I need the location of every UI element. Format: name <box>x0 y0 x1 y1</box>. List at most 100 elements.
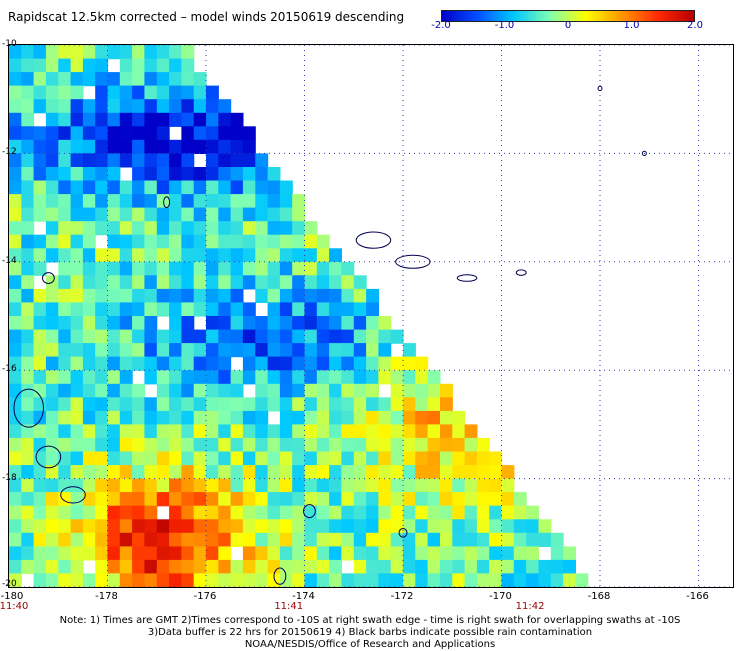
wind-difference-cell <box>70 532 84 547</box>
island-outline <box>456 274 478 282</box>
wind-difference-cell <box>156 559 170 574</box>
wind-difference-cell <box>181 546 195 561</box>
wind-difference-cell <box>390 465 404 480</box>
wind-difference-cell <box>21 343 35 358</box>
wind-difference-cell <box>95 437 109 453</box>
wind-difference-cell <box>144 532 158 547</box>
wind-difference-cell <box>329 288 342 303</box>
wind-difference-cell <box>378 356 392 371</box>
wind-difference-cell <box>230 153 244 168</box>
wind-difference-cell <box>181 167 195 182</box>
wind-difference-cell <box>95 383 109 398</box>
colorbar-tick-label: -1.0 <box>494 20 515 31</box>
wind-difference-cell <box>452 451 466 466</box>
wind-difference-cell <box>45 451 59 466</box>
wind-difference-cell <box>378 505 392 520</box>
wind-difference-cell <box>206 261 219 276</box>
wind-difference-cell <box>378 573 392 588</box>
wind-difference-cell <box>255 573 269 588</box>
wind-difference-cell <box>230 194 244 209</box>
wind-difference-cell <box>403 492 416 507</box>
wind-difference-cell <box>390 329 404 344</box>
wind-difference-cell <box>206 559 219 574</box>
wind-difference-cell <box>144 573 158 588</box>
wind-difference-cell <box>21 505 35 520</box>
wind-difference-cell <box>169 248 182 263</box>
wind-difference-cell <box>181 465 195 480</box>
wind-difference-cell <box>95 410 109 425</box>
colorbar-tick-label: -2.0 <box>431 20 451 31</box>
wind-difference-cell <box>230 329 244 344</box>
wind-difference-cell <box>279 492 293 507</box>
wind-difference-cell <box>181 234 195 249</box>
wind-difference-cell <box>427 397 441 412</box>
wind-difference-cell <box>107 465 121 480</box>
wind-difference-cell <box>279 573 293 588</box>
wind-difference-cell <box>366 383 379 398</box>
wind-difference-cell <box>107 316 121 331</box>
wind-difference-cell <box>95 505 109 520</box>
wind-difference-cell <box>119 410 133 425</box>
wind-difference-cell <box>95 153 109 168</box>
wind-difference-cell <box>181 180 195 195</box>
wind-difference-cell <box>218 261 232 276</box>
wind-difference-cell <box>341 505 355 520</box>
wind-difference-cell <box>206 153 219 168</box>
wind-difference-cell <box>206 302 219 317</box>
wind-difference-cell <box>316 329 330 344</box>
latitude-tick-label: -16 <box>2 364 17 375</box>
wind-difference-cell <box>156 424 170 439</box>
wind-difference-cell <box>403 559 416 574</box>
wind-difference-cell <box>132 99 145 114</box>
wind-difference-cell <box>9 58 22 73</box>
wind-difference-cell <box>366 302 379 317</box>
wind-difference-cell <box>70 288 84 303</box>
wind-difference-cell <box>181 194 195 209</box>
wind-difference-cell <box>33 99 47 114</box>
wind-difference-cell <box>329 424 342 439</box>
wind-difference-cell <box>279 207 293 222</box>
wind-difference-cell <box>156 410 170 425</box>
wind-difference-cell <box>353 397 367 412</box>
wind-difference-cell <box>242 316 256 331</box>
wind-difference-cell <box>304 451 318 466</box>
wind-difference-cell <box>45 99 59 114</box>
wind-difference-cell <box>70 437 84 453</box>
wind-difference-cell <box>107 410 121 425</box>
wind-difference-cell <box>267 465 281 480</box>
wind-difference-cell <box>95 532 109 547</box>
wind-difference-cell <box>33 207 47 222</box>
wind-difference-cell <box>119 45 133 60</box>
wind-difference-cell <box>144 451 158 466</box>
wind-difference-cell <box>329 573 342 588</box>
wind-difference-cell <box>513 492 527 507</box>
wind-difference-cell <box>267 248 281 263</box>
wind-difference-cell <box>107 275 121 290</box>
wind-difference-cell <box>390 559 404 574</box>
wind-difference-cell <box>70 519 84 534</box>
wind-difference-cell <box>513 546 527 561</box>
wind-difference-cell <box>33 180 47 195</box>
wind-difference-cell <box>9 383 22 398</box>
wind-difference-cell <box>242 126 256 141</box>
wind-difference-cell <box>107 383 121 398</box>
wind-difference-cell <box>292 478 306 493</box>
wind-difference-cell <box>341 302 355 317</box>
wind-difference-cell <box>58 180 72 195</box>
wind-difference-cell <box>132 85 145 100</box>
wind-difference-cell <box>181 492 195 507</box>
wind-difference-cell <box>21 356 35 371</box>
wind-difference-cell <box>144 329 158 344</box>
wind-difference-cell <box>21 437 35 453</box>
wind-difference-cell <box>169 316 182 331</box>
wind-difference-cell <box>366 316 379 331</box>
wind-difference-cell <box>464 546 478 561</box>
wind-difference-cell <box>230 234 244 249</box>
wind-difference-cell <box>132 492 145 507</box>
wind-difference-cell <box>292 261 306 276</box>
wind-difference-cell <box>95 559 109 574</box>
wind-difference-cell <box>255 546 269 561</box>
wind-difference-cell <box>501 532 515 547</box>
wind-difference-cell <box>316 275 330 290</box>
wind-difference-cell <box>21 492 35 507</box>
